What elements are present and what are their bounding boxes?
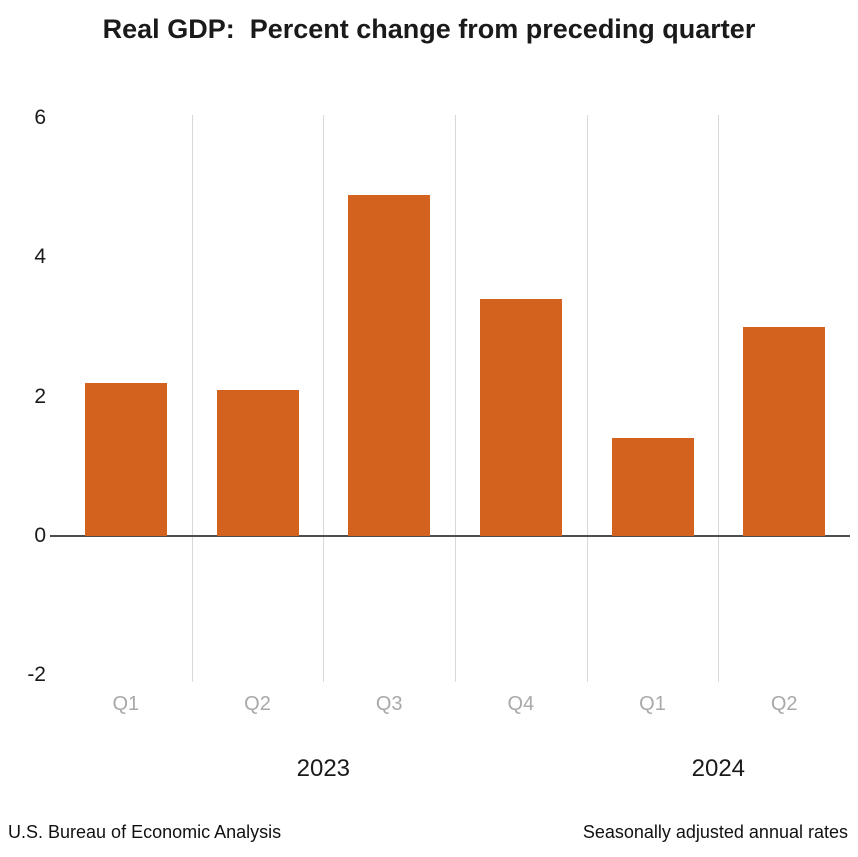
bar-q2-1 — [216, 389, 299, 536]
bar-q1-0 — [84, 382, 167, 536]
source-note: U.S. Bureau of Economic Analysis — [8, 822, 282, 842]
category-label: Q2 — [770, 693, 798, 715]
year-label: 2024 — [691, 755, 746, 782]
ytick-label: 6 — [34, 106, 46, 129]
vertical-gridline — [455, 115, 456, 682]
vertical-gridline — [586, 115, 588, 682]
category-label: Q1 — [112, 693, 140, 715]
bar-q1-4 — [611, 438, 694, 536]
ytick-label: 0 — [34, 523, 46, 547]
vertical-gridline — [323, 115, 325, 682]
vertical-gridline — [191, 115, 193, 682]
year-label: 2023 — [296, 755, 351, 782]
zero-axis-line — [50, 534, 850, 537]
ytick-label: 2 — [34, 384, 46, 408]
ytick-label: -2 — [27, 663, 46, 686]
vertical-gridline — [718, 115, 720, 682]
category-label: Q1 — [639, 693, 666, 715]
bar-q3-2 — [348, 194, 431, 536]
ytick-label: 4 — [34, 245, 46, 269]
chart-title: Real GDP: Percent change from preceding … — [102, 14, 756, 44]
bar-q4-3 — [479, 299, 562, 536]
bar-q2-5 — [743, 326, 826, 536]
category-label: Q3 — [375, 693, 403, 715]
adjustment-note: Seasonally adjusted annual rates — [582, 822, 848, 842]
category-label: Q4 — [507, 693, 535, 715]
category-label: Q2 — [244, 693, 271, 715]
